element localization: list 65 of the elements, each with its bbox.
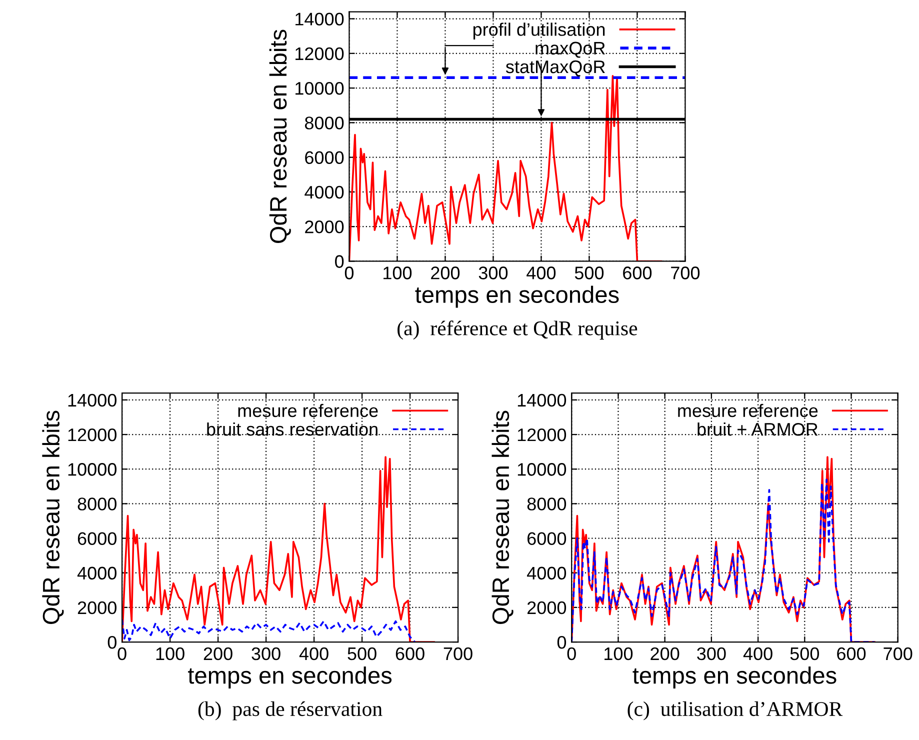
y-tick-label: 6000 [305, 151, 344, 164]
text: (c) utilisation d’ARMOR [628, 701, 843, 720]
x-tick-label: 300 [252, 647, 280, 660]
y-tick-label: 10000 [518, 463, 566, 476]
x-tick-label: 100 [384, 266, 412, 280]
y-axis-title: QdR reseau en kbits [269, 30, 291, 244]
x-tick-label: 700 [671, 266, 700, 280]
y-tick-label: 10000 [68, 463, 116, 476]
y-tick-label: 4000 [527, 566, 566, 580]
y-axis-title: QdR reseau en kbits [42, 410, 64, 624]
x-tick-label: 700 [884, 647, 912, 660]
legend-label: mesure reference [678, 404, 818, 418]
x-tick-label: 100 [604, 647, 633, 660]
legend-label: maxQoR [536, 42, 605, 58]
y-tick-label: 10000 [296, 82, 344, 95]
line-series [122, 456, 435, 642]
x-axis-title: temps en secondes [415, 286, 619, 308]
y-tick-label: 4000 [77, 566, 116, 580]
x-tick-label: 500 [348, 647, 376, 660]
x-tick-label: 200 [431, 266, 460, 280]
text: (b) pas de réservation [198, 701, 382, 720]
x-tick-label: 400 [743, 647, 772, 660]
x-tick-label: 700 [444, 647, 472, 660]
y-tick-label: 4000 [304, 186, 344, 199]
x-tick-label: 0 [567, 647, 576, 660]
legend-label: bruit sans reservation [207, 422, 378, 436]
x-tick-label: 0 [118, 647, 126, 660]
y-tick-label: 8000 [304, 116, 344, 130]
y-tick-label: 2000 [78, 601, 116, 614]
y-tick-label: 8000 [527, 498, 566, 510]
line-series [122, 618, 416, 642]
y-axis-title: QdR reseau en kbits [492, 410, 514, 624]
legend-label: bruit + ARMOR [698, 422, 818, 436]
y-tick-label: 14000 [68, 394, 116, 407]
y-tick-label: 12000 [518, 428, 566, 442]
y-tick-label: 0 [335, 255, 344, 268]
x-tick-label: 600 [623, 266, 652, 280]
text: (a) référence et QdR requise [398, 320, 638, 340]
y-tick-label: 0 [108, 636, 116, 649]
y-tick-label: 6000 [78, 532, 116, 545]
x-tick-label: 300 [478, 266, 508, 280]
y-tick-label: 12000 [68, 428, 116, 442]
y-tick-label: 2000 [528, 601, 566, 614]
x-tick-label: 400 [299, 647, 328, 660]
y-tick-label: 14000 [518, 394, 566, 407]
x-tick-label: 500 [790, 647, 820, 660]
legend-label: mesure reference [238, 404, 378, 418]
x-axis-title: temps en secondes [632, 666, 836, 689]
y-tick-label: 14000 [296, 12, 344, 26]
x-tick-label: 200 [204, 647, 232, 660]
y-tick-label: 6000 [528, 532, 566, 545]
y-tick-label: 0 [557, 636, 566, 649]
x-tick-label: 300 [697, 647, 726, 660]
x-tick-label: 100 [156, 647, 184, 660]
x-tick-label: 0 [344, 266, 354, 280]
y-tick-label: 2000 [305, 220, 344, 234]
y-tick-label: 12000 [296, 47, 344, 60]
x-tick-label: 500 [574, 266, 604, 280]
legend-label: profil d’utilisation [473, 22, 605, 40]
x-axis-title: temps en secondes [188, 666, 392, 689]
x-tick-label: 200 [650, 647, 680, 660]
x-tick-label: 600 [837, 647, 866, 660]
y-tick-label: 8000 [78, 498, 116, 510]
x-tick-label: 600 [396, 647, 424, 660]
x-tick-label: 400 [526, 266, 556, 280]
